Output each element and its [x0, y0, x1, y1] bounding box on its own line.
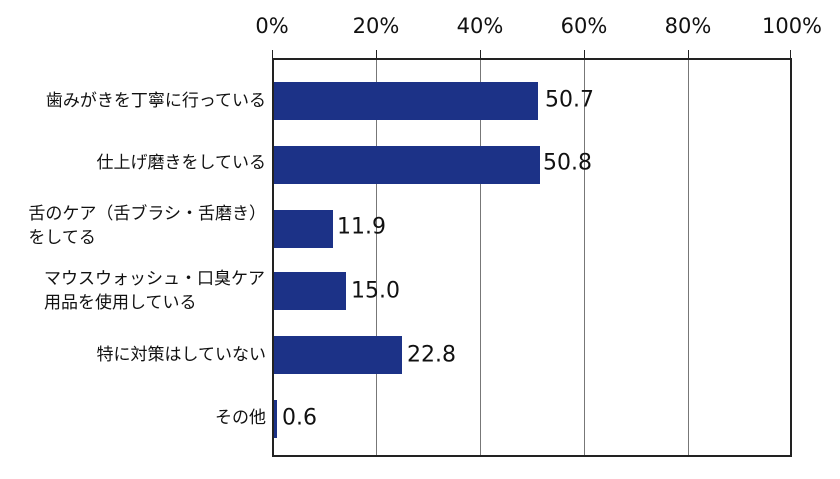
bar [274, 146, 540, 184]
bar [274, 400, 277, 438]
data-label: 50.8 [543, 150, 592, 176]
bar [274, 336, 402, 374]
category-label: 歯みがきを丁寧に行っている [46, 89, 266, 113]
gridline [688, 60, 689, 455]
plot-area [272, 50, 792, 457]
category-label-line: マウスウォッシュ・口臭ケア [44, 269, 265, 289]
category-label: 仕上げ磨きをしている [97, 151, 267, 175]
category-label-line: 特に対策はしていない [96, 345, 267, 365]
category-label-line: 用品を使用している [44, 293, 197, 313]
category-label: 舌のケア（舌ブラシ・舌磨き） をしてる [28, 202, 266, 250]
data-label: 22.8 [407, 342, 456, 368]
bar [274, 272, 346, 310]
tick-mark [790, 50, 791, 60]
data-label: 0.6 [282, 405, 317, 431]
category-label: その他 [215, 406, 266, 430]
tick-mark [272, 50, 273, 60]
category-label-line: 歯みがきを丁寧に行っている [45, 91, 266, 111]
tick-mark [688, 50, 689, 60]
x-tick-label: 60% [560, 14, 608, 38]
category-label-line: 仕上げ磨きをしている [96, 153, 267, 173]
bar [274, 210, 333, 248]
gridline [584, 60, 585, 455]
category-label-line: その他 [215, 408, 266, 428]
bar [274, 82, 538, 120]
data-label: 15.0 [351, 278, 400, 304]
x-tick-label: 40% [456, 14, 504, 38]
category-label-line: 舌のケア（舌ブラシ・舌磨き） [28, 204, 266, 224]
tick-mark [480, 50, 481, 60]
gridline [480, 60, 481, 455]
x-tick-label: 100% [761, 14, 823, 38]
data-label: 50.7 [545, 87, 594, 113]
tick-mark [376, 50, 377, 60]
x-tick-label: 80% [664, 14, 712, 38]
x-tick-label: 0% [255, 14, 289, 38]
category-label: マウスウォッシュ・口臭ケア 用品を使用している [44, 267, 265, 315]
category-label-line: をしてる [28, 228, 96, 248]
data-label: 11.9 [337, 214, 386, 240]
tick-mark [584, 50, 585, 60]
x-tick-label: 20% [352, 14, 400, 38]
gridline [376, 60, 377, 455]
category-label: 特に対策はしていない [97, 343, 267, 367]
